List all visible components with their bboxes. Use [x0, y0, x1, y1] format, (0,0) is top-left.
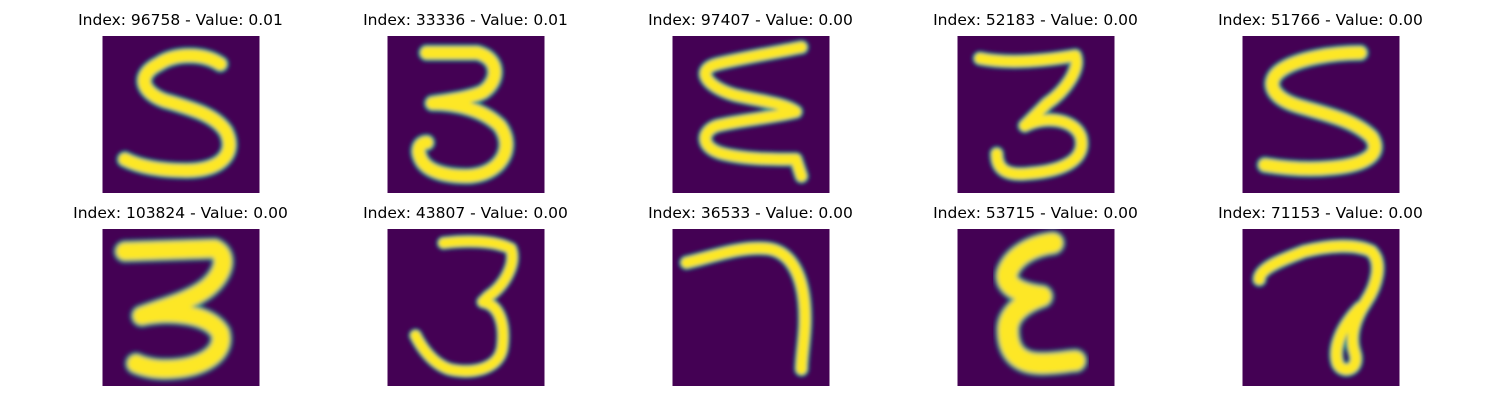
digit-image [387, 36, 545, 193]
digit-image [102, 36, 260, 193]
digit-panel-7: Index: 43807 - Value: 0.00 [323, 203, 608, 386]
digit-panel-4: Index: 52183 - Value: 0.00 [893, 10, 1178, 193]
panel-title: Index: 97407 - Value: 0.00 [648, 11, 853, 29]
digit-panel-9: Index: 53715 - Value: 0.00 [893, 203, 1178, 386]
panel-title: Index: 53715 - Value: 0.00 [933, 204, 1138, 222]
digit-image [1242, 229, 1400, 386]
panel-title: Index: 103824 - Value: 0.00 [73, 204, 288, 222]
digit-panel-10: Index: 71153 - Value: 0.00 [1178, 203, 1463, 386]
digit-panel-6: Index: 103824 - Value: 0.00 [38, 203, 323, 386]
panel-title: Index: 43807 - Value: 0.00 [363, 204, 568, 222]
panel-title: Index: 36533 - Value: 0.00 [648, 204, 853, 222]
digit-panel-2: Index: 33336 - Value: 0.01 [323, 10, 608, 193]
panel-title: Index: 96758 - Value: 0.01 [78, 11, 283, 29]
panel-title: Index: 52183 - Value: 0.00 [933, 11, 1138, 29]
panel-title: Index: 33336 - Value: 0.01 [363, 11, 568, 29]
panel-title: Index: 71153 - Value: 0.00 [1218, 204, 1423, 222]
digit-image [102, 229, 260, 386]
digit-image [957, 36, 1115, 193]
digit-image [387, 229, 545, 386]
digit-image [672, 229, 830, 386]
digit-image [1242, 36, 1400, 193]
digit-panel-5: Index: 51766 - Value: 0.00 [1178, 10, 1463, 193]
digit-panel-8: Index: 36533 - Value: 0.00 [608, 203, 893, 386]
digit-image [957, 229, 1115, 386]
digit-panel-1: Index: 96758 - Value: 0.01 [38, 10, 323, 193]
digit-panel-3: Index: 97407 - Value: 0.00 [608, 10, 893, 193]
panel-title: Index: 51766 - Value: 0.00 [1218, 11, 1423, 29]
digit-image [672, 36, 830, 193]
